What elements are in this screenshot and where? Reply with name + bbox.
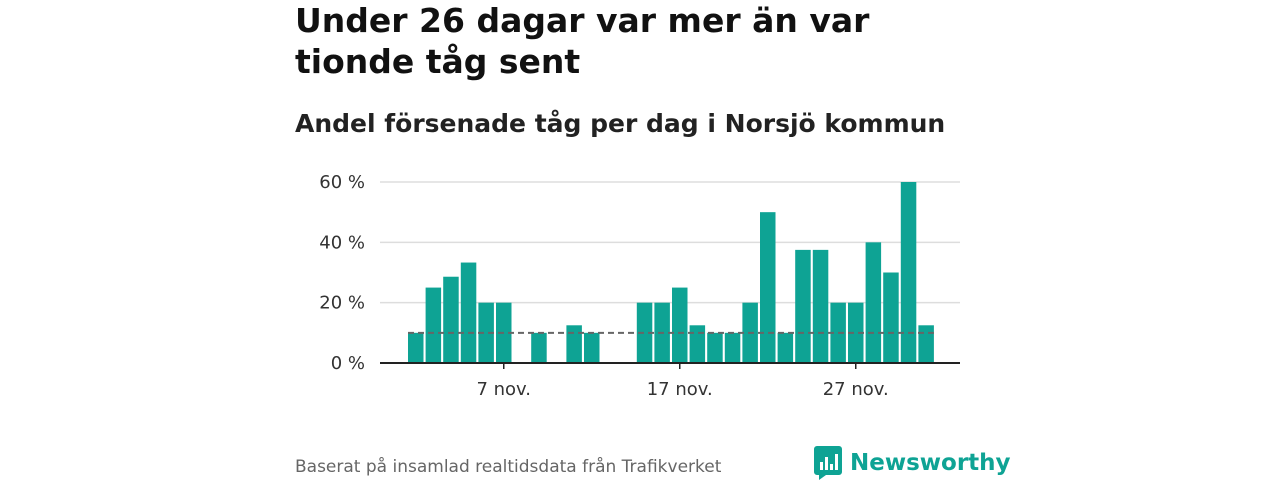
bar-24-nov [795,249,811,363]
chart-title: Under 26 dagar var mer än var tionde tåg… [295,1,870,81]
bar-3-nov [425,287,442,363]
bar-28-nov [865,242,882,363]
bar-30-nov [900,182,917,363]
bar-1-dec [918,325,934,363]
bar-25-nov [812,249,829,363]
bar-18-nov [689,325,706,363]
source-note: Baserat på insamlad realtidsdata från Tr… [295,457,722,477]
brand-logo: Newsworthy [814,446,1011,480]
brand-name: Newsworthy [850,450,1011,476]
x-tick-label: 27 nov. [823,379,889,400]
bar-5-nov [460,262,477,363]
bar-19-nov [707,332,723,363]
x-tick-label: 7 nov. [476,379,531,400]
bar-22-nov [760,212,776,363]
bar-20-nov [724,332,741,363]
y-tick-label: 0 % [331,353,365,374]
bar-23-nov [777,332,794,363]
y-tick-label: 40 % [319,232,365,253]
bar-27-nov [848,302,864,363]
bar-11-nov [566,325,582,363]
bar-6-nov [478,302,494,363]
bar-29-nov [883,272,899,363]
bar-9-nov [531,332,547,363]
x-tick-label: 17 nov. [647,379,713,400]
bar-2-nov [408,332,424,363]
y-tick-label: 20 % [319,293,365,314]
newsworthy-logo-icon [814,446,842,480]
bar-12-nov [584,332,600,363]
bar-15-nov [636,302,653,363]
bar-17-nov [672,287,688,363]
bar-4-nov [443,276,459,363]
y-tick-label: 60 % [319,172,365,193]
chart-subtitle: Andel försenade tåg per dag i Norsjö kom… [295,109,946,138]
